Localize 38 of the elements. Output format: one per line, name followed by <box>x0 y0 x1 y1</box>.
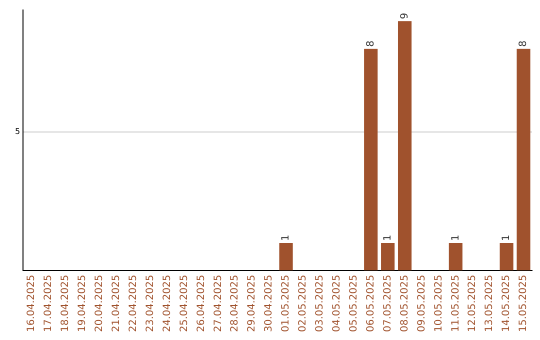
x-tick-label: 23.04.2025 <box>144 274 156 332</box>
x-tick-label: 05.05.2025 <box>348 274 360 332</box>
x-tick-label: 22.04.2025 <box>128 274 139 332</box>
x-tick-label: 03.05.2025 <box>314 274 326 332</box>
x-tick-label: 06.05.2025 <box>365 274 376 332</box>
data-label: 1 <box>501 234 512 242</box>
data-label: 9 <box>399 12 410 20</box>
x-tick-label: 01.05.2025 <box>280 274 292 332</box>
x-tick-label: 07.05.2025 <box>382 274 394 332</box>
data-label: 1 <box>280 234 292 242</box>
x-tick-label: 11.05.2025 <box>450 274 462 332</box>
x-tick-label: 10.05.2025 <box>433 274 444 332</box>
x-tick-label: 08.05.2025 <box>399 274 410 332</box>
x-tick-label: 25.04.2025 <box>178 274 190 332</box>
x-tick-label: 28.04.2025 <box>230 274 241 332</box>
x-tick-label: 12.05.2025 <box>467 274 478 332</box>
x-tick-label: 29.04.2025 <box>246 274 258 332</box>
x-tick-label: 24.04.2025 <box>162 274 173 332</box>
data-label: 1 <box>450 234 462 242</box>
x-tick-label: 27.04.2025 <box>212 274 224 332</box>
x-tick-label: 19.04.2025 <box>77 274 88 332</box>
data-label: 8 <box>365 40 376 47</box>
x-tick-label: 09.05.2025 <box>416 274 428 332</box>
y-tick-label: 5 <box>14 127 20 136</box>
x-tick-label: 14.05.2025 <box>501 274 512 332</box>
x-tick-label: 16.04.2025 <box>26 274 38 332</box>
x-tick-label: 15.05.2025 <box>518 274 530 332</box>
x-tick-label: 20.04.2025 <box>94 274 106 332</box>
data-label: 1 <box>382 234 394 242</box>
x-tick-label: 13.05.2025 <box>484 274 496 332</box>
x-tick-label: 30.04.2025 <box>264 274 275 332</box>
x-tick-label: 21.04.2025 <box>110 274 122 332</box>
x-tick-label: 04.05.2025 <box>332 274 343 332</box>
x-tick-label: 18.04.2025 <box>60 274 72 332</box>
data-label: 8 <box>518 40 530 47</box>
x-tick-label: 17.04.2025 <box>43 274 54 332</box>
x-tick-label: 26.04.2025 <box>196 274 207 332</box>
x-tick-label: 02.05.2025 <box>298 274 309 332</box>
